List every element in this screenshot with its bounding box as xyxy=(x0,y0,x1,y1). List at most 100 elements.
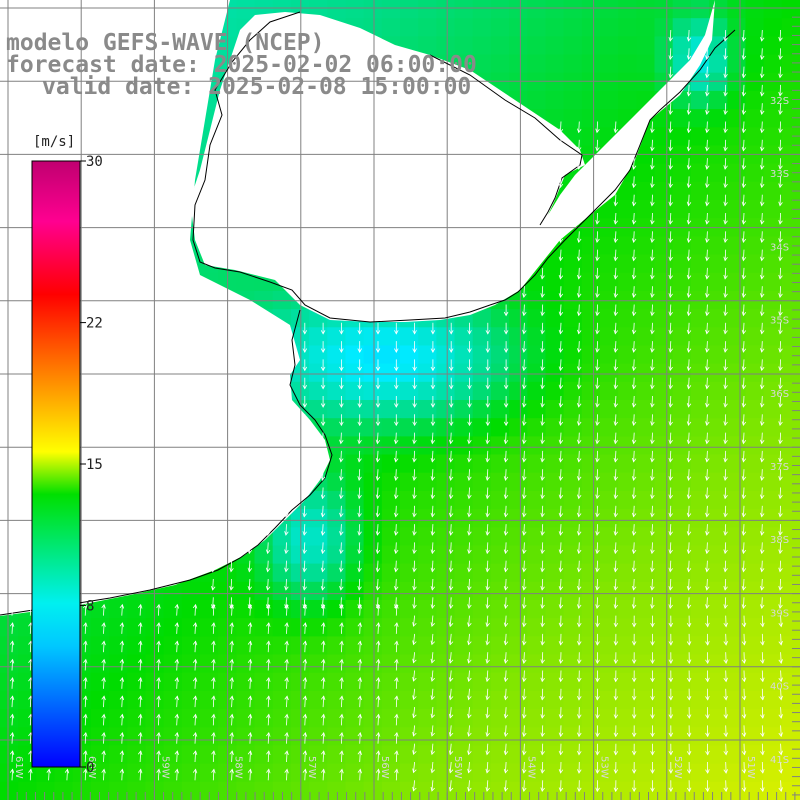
wind-cell xyxy=(509,55,528,74)
wind-cell xyxy=(255,600,274,619)
wind-cell xyxy=(436,709,455,728)
wind-cell xyxy=(509,709,528,728)
wind-cell xyxy=(200,691,219,710)
wind-cell xyxy=(327,709,346,728)
wind-cell xyxy=(709,636,728,655)
wind-cell xyxy=(455,418,474,437)
wind-cell xyxy=(418,455,437,474)
wind-cell xyxy=(109,746,128,765)
wind-cell xyxy=(418,364,437,383)
wind-cell xyxy=(709,709,728,728)
wind-cell xyxy=(200,727,219,746)
wind-cell xyxy=(236,636,255,655)
wind-cell xyxy=(327,491,346,510)
wind-cell xyxy=(491,509,510,528)
wind-cell xyxy=(109,673,128,692)
wind-cell xyxy=(364,600,383,619)
wind-cell xyxy=(273,691,292,710)
wind-cell xyxy=(764,491,783,510)
wind-cell xyxy=(109,709,128,728)
wind-cell xyxy=(527,36,546,55)
wind-cell xyxy=(418,491,437,510)
wind-cell xyxy=(255,546,274,565)
wind-cell xyxy=(564,273,583,292)
wind-cell xyxy=(418,18,437,37)
wind-cell xyxy=(746,327,765,346)
wind-cell xyxy=(200,764,219,783)
wind-cell xyxy=(491,18,510,37)
wind-cell xyxy=(200,636,219,655)
wind-cell xyxy=(564,746,583,765)
wind-cell xyxy=(764,0,783,19)
wind-cell xyxy=(546,491,565,510)
wind-cell xyxy=(236,273,255,292)
wind-cell xyxy=(455,455,474,474)
wind-cell xyxy=(346,418,365,437)
wind-cell xyxy=(418,746,437,765)
wind-cell xyxy=(746,782,765,800)
wind-cell xyxy=(127,673,146,692)
wind-cell xyxy=(364,782,383,800)
wind-cell xyxy=(455,382,474,401)
wind-cell xyxy=(527,782,546,800)
wind-cell xyxy=(764,182,783,201)
wind-cell xyxy=(382,400,401,419)
wind-cell xyxy=(273,564,292,583)
wind-cell xyxy=(418,346,437,365)
wind-cell xyxy=(364,546,383,565)
wind-cell xyxy=(309,491,328,510)
wind-cell xyxy=(746,382,765,401)
wind-cell xyxy=(491,600,510,619)
wind-cell xyxy=(182,636,201,655)
wind-cell xyxy=(473,346,492,365)
wind-cell xyxy=(709,691,728,710)
wind-cell xyxy=(491,436,510,455)
wind-cell xyxy=(782,36,800,55)
wind-cell xyxy=(509,346,528,365)
wind-cell xyxy=(509,327,528,346)
wind-cell xyxy=(436,636,455,655)
wind-cell xyxy=(600,0,619,19)
wind-cell xyxy=(491,709,510,728)
wind-cell xyxy=(91,655,110,674)
wind-cell xyxy=(346,436,365,455)
wind-cell xyxy=(109,691,128,710)
wind-cell xyxy=(473,418,492,437)
wind-cell xyxy=(782,491,800,510)
wind-cell xyxy=(309,327,328,346)
wind-cell xyxy=(764,691,783,710)
wind-cell xyxy=(346,491,365,510)
wind-cell xyxy=(436,727,455,746)
wind-cell xyxy=(418,527,437,546)
wind-cell xyxy=(527,455,546,474)
wind-cell xyxy=(400,509,419,528)
wind-cell xyxy=(764,655,783,674)
wind-cell xyxy=(473,473,492,492)
wind-cell xyxy=(709,782,728,800)
wind-cell xyxy=(546,18,565,37)
wind-cell xyxy=(746,509,765,528)
wind-cell xyxy=(564,709,583,728)
wind-cell xyxy=(527,55,546,74)
wind-cell xyxy=(309,400,328,419)
wind-cell xyxy=(400,618,419,637)
wind-cell xyxy=(746,618,765,637)
wind-cell xyxy=(527,655,546,674)
wind-cell xyxy=(564,655,583,674)
wind-cell xyxy=(436,782,455,800)
wind-cell xyxy=(127,636,146,655)
wind-cell xyxy=(746,709,765,728)
wind-cell xyxy=(564,73,583,92)
wind-cell xyxy=(400,473,419,492)
wind-cell xyxy=(327,727,346,746)
wind-cell xyxy=(691,746,710,765)
wind-cell xyxy=(436,546,455,565)
wind-cell xyxy=(546,36,565,55)
lat-label: 33S xyxy=(770,169,789,180)
wind-cell xyxy=(327,0,346,19)
wind-cell xyxy=(527,546,546,565)
wind-cell xyxy=(527,309,546,328)
wind-cell xyxy=(764,509,783,528)
wind-cell xyxy=(527,400,546,419)
wind-cell xyxy=(236,727,255,746)
